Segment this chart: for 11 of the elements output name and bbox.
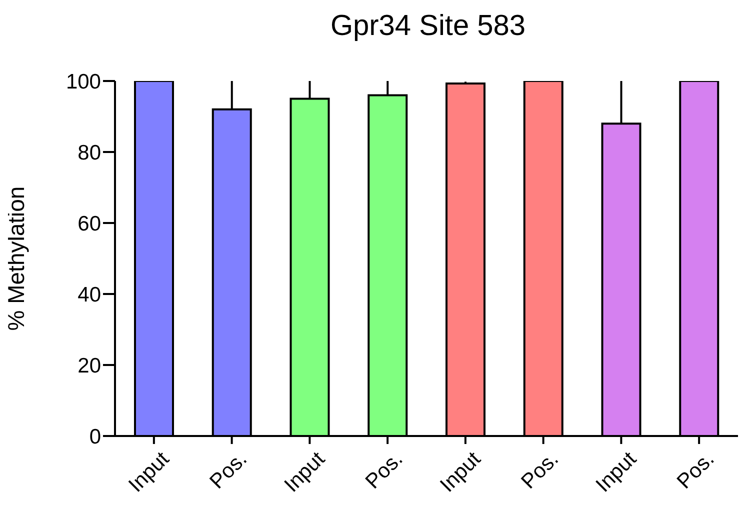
x-tick-label: Pos. bbox=[206, 447, 252, 494]
y-tick-label: 100 bbox=[66, 70, 101, 94]
y-tick-label: 20 bbox=[78, 354, 101, 378]
y-tick-label: 0 bbox=[89, 425, 101, 448]
x-tick-label: Pos. bbox=[517, 447, 564, 494]
x-tick-label: Pos. bbox=[672, 447, 719, 494]
x-tick-label: Pos. bbox=[361, 447, 408, 494]
chart-title: Gpr34 Site 583 bbox=[329, 10, 527, 43]
y-tick-label: 40 bbox=[78, 283, 101, 306]
y-tick-label: 80 bbox=[78, 141, 101, 164]
y-tick-label: 60 bbox=[78, 212, 101, 236]
